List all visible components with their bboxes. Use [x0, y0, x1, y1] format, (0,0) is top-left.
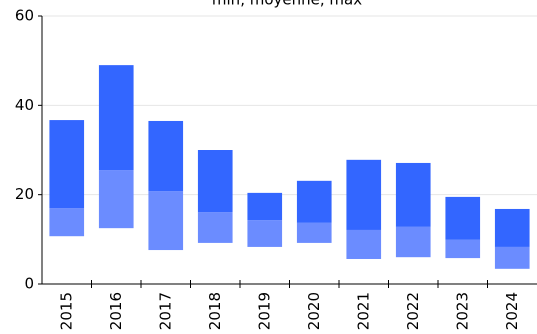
bar-lower: [247, 220, 283, 247]
y-tick-label: 40: [15, 96, 34, 114]
x-tick-label: 2024: [503, 292, 521, 330]
bar-lower: [197, 212, 233, 243]
x-tick-label: 2016: [107, 292, 125, 330]
bar-upper: [395, 162, 431, 227]
bar-upper: [247, 192, 283, 221]
x-tick-label: 2018: [206, 292, 224, 330]
x-tick-label: 2019: [255, 292, 273, 330]
bar-upper: [494, 208, 530, 247]
x-tick-label: 2023: [453, 292, 471, 330]
bar-upper: [148, 120, 184, 192]
bar-upper: [445, 196, 481, 240]
bar-lower: [346, 229, 382, 259]
x-tick-label: 2022: [404, 292, 422, 330]
y-tick-label: 20: [15, 185, 34, 203]
bar-lower: [395, 226, 431, 258]
bar-upper: [296, 180, 332, 223]
bar-upper: [197, 150, 233, 213]
bar-lower: [494, 246, 530, 269]
x-tick-label: 2017: [156, 292, 174, 330]
bar-upper: [49, 120, 85, 209]
y-tick-label: 60: [15, 7, 34, 25]
bar-upper: [98, 65, 134, 171]
y-tick-label: 0: [24, 275, 34, 293]
bar-lower: [445, 239, 481, 259]
bar-lower: [49, 208, 85, 237]
chart-title: min, moyenne, max: [212, 0, 362, 9]
x-tick-label: 2015: [57, 292, 75, 330]
bar-lower: [148, 191, 184, 251]
bar-lower: [296, 222, 332, 243]
bar-lower: [98, 170, 134, 229]
x-tick-label: 2021: [354, 292, 372, 330]
bar-upper: [346, 159, 382, 230]
x-tick-label: 2020: [305, 292, 323, 330]
